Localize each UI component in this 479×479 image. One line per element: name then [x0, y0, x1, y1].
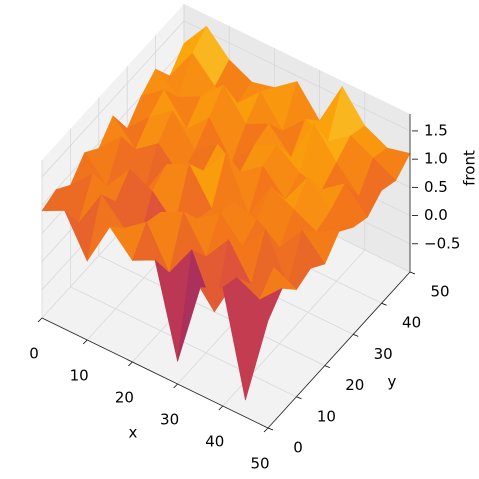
y-tick-label: 20: [345, 376, 364, 394]
axes: 0 10 20 30 40 50 0 10 20 30 40 50 −0.5 0.0 0.5 1.0 1.5: [29, 114, 460, 473]
y-tick-label: 40: [402, 314, 421, 332]
z-tick-label: 1.5: [424, 121, 448, 139]
y-tick: [267, 427, 274, 431]
y-tick: [381, 302, 387, 306]
grid-line: [41, 20, 185, 178]
x-tick: [37, 317, 43, 323]
y-axis-label: y: [388, 373, 397, 391]
y-axis-line: [267, 271, 411, 429]
x-tick: [128, 361, 133, 367]
z-tick-label: 0.0: [424, 206, 448, 224]
x-tick: [218, 405, 224, 411]
z-tick-label: 0.5: [424, 178, 448, 196]
x-tick: [173, 383, 178, 389]
y-tick: [409, 271, 416, 275]
y-tick-label: 10: [317, 407, 336, 425]
x-axis-line: [41, 317, 269, 429]
x-tick-label: 40: [205, 433, 224, 451]
y-tick: [296, 396, 302, 400]
x-axis-label: x: [129, 424, 138, 442]
y-tick: [324, 365, 330, 368]
x-tick-label: 30: [160, 411, 179, 429]
x-tick: [263, 427, 269, 433]
x-tick-label: 10: [70, 367, 89, 385]
y-tick-label: 30: [374, 345, 393, 363]
x-tick-label: 0: [29, 345, 39, 363]
surface: [41, 25, 411, 401]
surface-patch: [245, 287, 283, 401]
grid-line: [183, 20, 411, 132]
x-tick: [82, 339, 88, 345]
z-tick-label: 1.0: [424, 150, 448, 168]
x-tick-label: 20: [115, 389, 134, 407]
z-axis-label: front: [461, 150, 479, 186]
grid-line: [98, 255, 325, 366]
y-tick-label: 50: [430, 283, 449, 301]
y-tick-label: 0: [293, 439, 303, 457]
z-tick-label: −0.5: [424, 234, 460, 252]
x-tick-label: 50: [250, 455, 269, 473]
y-tick: [353, 334, 359, 337]
